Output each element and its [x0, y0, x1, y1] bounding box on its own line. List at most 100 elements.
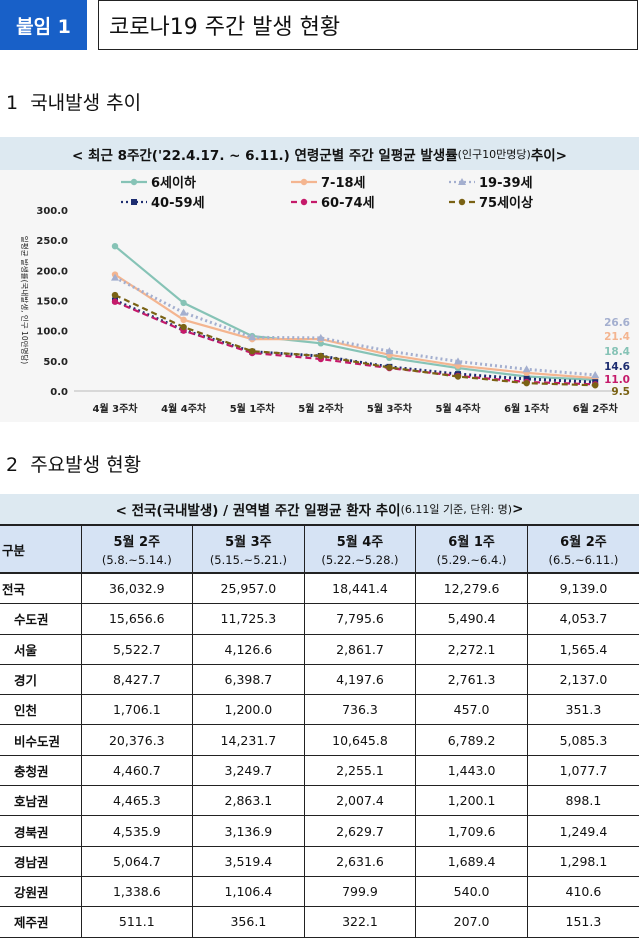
table-row: 경남권 5,064.7 3,519.4 2,631.6 1,689.4 1,298.1	[0, 846, 639, 877]
table-cell: 2,863.1	[192, 785, 305, 817]
data-point	[111, 243, 119, 250]
table-cell: 511.1	[80, 906, 193, 938]
y-tick-label: 300.0	[36, 206, 68, 217]
end-value-label: 9.5	[611, 386, 630, 398]
weekly-patients-table: 구분 5월 2주 (5.8.~5.14.) 5월 3주 (5.15.~5.21.) …	[0, 524, 639, 938]
table-cell: 540.0	[415, 876, 528, 908]
legend-marker	[458, 198, 466, 206]
x-tick-label: 5월 3주차	[367, 402, 413, 415]
line-chart: 0.0 50.0 100.0 150.0 200.0 250.0 300.0 4월 3주차 4월…	[20, 175, 630, 415]
data-point	[180, 323, 187, 331]
row-name: 강원권	[0, 876, 81, 908]
row-name: 전국	[0, 573, 81, 605]
table-cell: 5,522.7	[80, 634, 193, 665]
section-1-heading: 1 국내발생 추이	[6, 88, 141, 115]
series-line	[114, 300, 596, 386]
table-cell: 1,249.4	[526, 815, 639, 847]
end-value-label: 21.4	[604, 331, 630, 343]
table-cell: 15,656.6	[80, 603, 193, 635]
data-point	[180, 299, 187, 307]
column-week: 6월 1주	[448, 535, 495, 550]
table-cell: 410.6	[526, 876, 639, 908]
table-cell: 4,460.7	[80, 755, 193, 787]
data-point	[454, 373, 462, 380]
y-tick-label: 50.0	[43, 357, 68, 368]
end-value-label: 26.6	[604, 317, 630, 329]
section-2-title: 주요발생 현황	[30, 454, 142, 476]
table-cell: 11,725.3	[192, 603, 305, 635]
column-range: (5.29.~6.4.)	[436, 553, 507, 567]
row-name: 경남권	[0, 846, 81, 877]
section-2-heading: 2 주요발생 현황	[6, 450, 141, 477]
table-cell: 799.9	[303, 876, 416, 908]
table-cell: 5,064.7	[80, 846, 193, 877]
table-cell: 25,957.0	[192, 573, 305, 605]
y-axis-label: 일평균 발생률(국내발생, 인구 10만명당)	[20, 236, 30, 365]
table-cell: 36,032.9	[80, 573, 193, 605]
series-line	[114, 294, 596, 387]
column-week: 6월 2주	[560, 535, 607, 550]
table-cell: 4,465.3	[80, 785, 193, 817]
data-point	[591, 370, 600, 378]
end-value-label: 14.6	[604, 361, 630, 373]
x-tick-label: 4월 3주차	[93, 402, 139, 415]
column-week: 5월 4주	[336, 535, 384, 550]
table-cell: 3,136.9	[192, 815, 305, 847]
legend-marker	[300, 198, 308, 206]
table-cell: 12,279.6	[415, 573, 528, 605]
table-row: 충청권 4,460.7 3,249.7 2,255.1 1,443.0 1,077.7	[0, 755, 639, 787]
section-2-number: 2	[6, 454, 19, 476]
table-cell: 322.1	[303, 906, 416, 938]
data-point	[592, 382, 599, 389]
table-header-row: 구분 5월 2주 (5.8.~5.14.) 5월 3주 (5.15.~5.21.) …	[0, 524, 639, 574]
x-tick-label: 6월 2주차	[573, 402, 619, 415]
data-point	[454, 357, 462, 365]
table-row: 수도권 15,656.6 11,725.3 7,795.6 5,490.4 4,053.7	[0, 603, 639, 635]
column-header: 5월 2주 (5.8.~5.14.)	[80, 524, 193, 574]
data-point	[248, 333, 257, 341]
table-cell: 2,861.7	[303, 634, 416, 665]
table-cell: 898.1	[526, 785, 639, 817]
table-cell: 2,761.3	[415, 664, 528, 696]
data-point	[111, 273, 119, 281]
table-row: 제주권 511.1 356.1 322.1 207.0 151.3	[0, 906, 639, 938]
table-title: < 전국(국내발생) / 권역별 주간 일평균 환자 추이 (6.11일 기준,…	[0, 494, 639, 524]
data-point	[523, 379, 530, 387]
legend-marker	[131, 199, 137, 205]
table-cell: 1,200.1	[415, 785, 528, 817]
y-tick-label: 150.0	[36, 297, 68, 308]
x-tick-label: 5월 4주차	[436, 402, 482, 415]
column-range: (5.8.~5.14.)	[101, 553, 172, 567]
badge: 붙임 1	[0, 0, 87, 50]
page-title-text: 코로나19 주간 발생 현황	[109, 15, 341, 40]
data-point	[317, 352, 324, 360]
table-cell: 4,535.9	[80, 815, 193, 847]
table-cell: 736.3	[303, 694, 416, 726]
table-cell: 3,249.7	[192, 755, 305, 787]
row-name: 수도권	[0, 603, 81, 635]
x-tick-label: 4월 4주차	[161, 402, 207, 415]
table-cell: 1,200.0	[192, 694, 305, 726]
table-cell: 1,077.7	[526, 755, 639, 787]
row-name: 충청권	[0, 755, 81, 787]
table-row: 강원권 1,338.6 1,106.4 799.9 540.0 410.6	[0, 876, 639, 908]
column-week: 5월 3주	[225, 535, 272, 550]
column-header: 5월 4주 (5.22.~5.28.)	[303, 524, 416, 574]
table-title-small: (6.11일 기준, 단위: 명)	[400, 503, 513, 516]
table-row: 서울 5,522.7 4,126.6 2,861.7 2,272.1 1,565.4	[0, 634, 639, 665]
chart-title: < 최근 8주간('22.4.17. ~ 6.11.) 연령군별 주간 일평균 …	[0, 137, 639, 170]
column-week: 5월 2주	[113, 535, 161, 550]
y-tick-label: 200.0	[36, 266, 68, 277]
table-cell: 1,565.4	[526, 634, 639, 665]
table-cell: 8,427.7	[80, 664, 193, 696]
column-header: 5월 3주 (5.15.~5.21.)	[192, 524, 305, 574]
row-name: 호남권	[0, 785, 81, 817]
table-cell: 4,197.6	[303, 664, 416, 696]
row-name: 서울	[0, 634, 81, 665]
x-tick-label: 6월 1주차	[504, 402, 550, 415]
table-cell: 5,085.3	[526, 724, 639, 756]
table-row: 비수도권 20,376.3 14,231.7 10,645.8 6,789.2 5,085…	[0, 724, 639, 756]
series-line	[114, 245, 596, 381]
data-point	[522, 365, 531, 373]
table-cell: 2,272.1	[415, 634, 528, 665]
